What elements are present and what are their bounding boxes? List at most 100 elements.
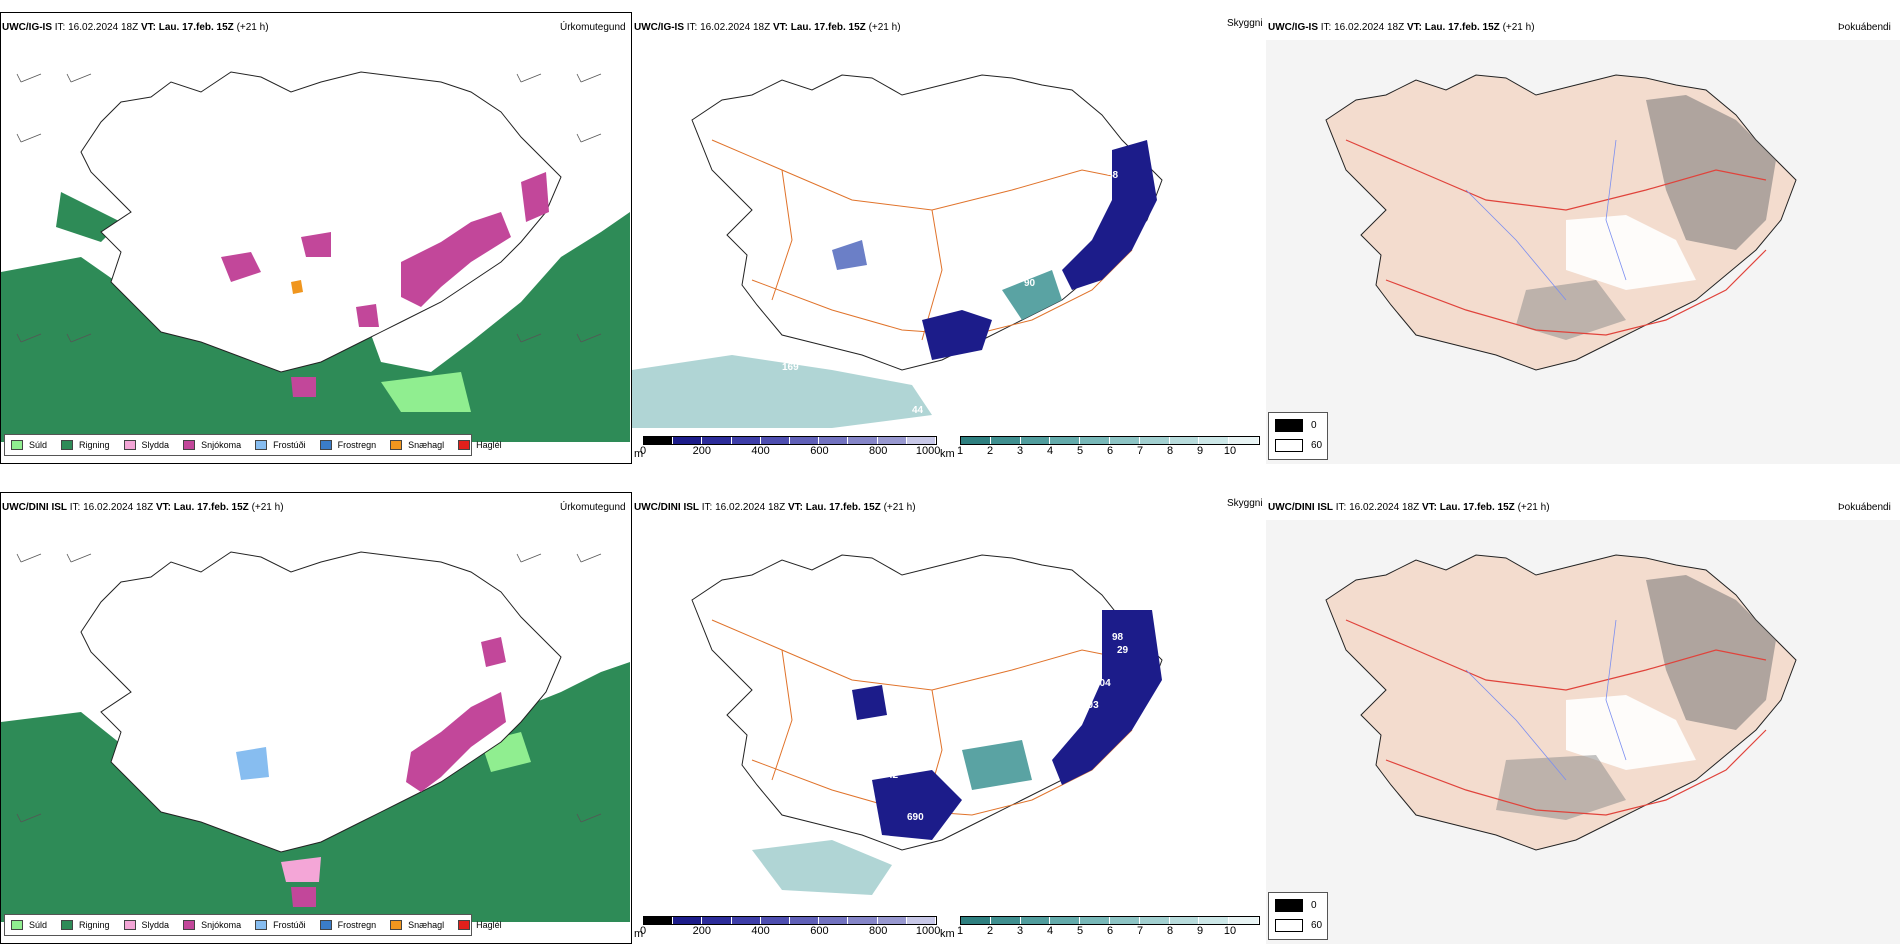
legend-item: Rigning xyxy=(61,440,110,450)
it-label: IT: xyxy=(1335,502,1347,513)
vt-label: VT: xyxy=(140,22,156,33)
model-name: UWC/DINI ISL xyxy=(1268,502,1333,513)
legend-item: Súld xyxy=(11,440,47,450)
vt-value: Lau. 17.feb. 15Z xyxy=(790,22,866,33)
panel-visibility-dini: UWC/DINI ISL IT: 16.02.2024 18Z VT: Lau.… xyxy=(632,492,1268,944)
low-vis-area xyxy=(1052,610,1162,785)
field-name: Þokuábendi xyxy=(1838,502,1891,513)
legend-item: Súld xyxy=(11,920,47,930)
roads xyxy=(1345,619,1767,816)
legend-item: Snjókoma xyxy=(183,440,241,450)
fog-legend-bottom: 60 xyxy=(1311,920,1323,931)
ptype-map xyxy=(1,551,630,922)
fog-legend: 0 60 xyxy=(1268,412,1328,460)
wind-barbs xyxy=(16,73,602,343)
freezing-drizzle-area xyxy=(236,747,269,780)
map-frame xyxy=(0,492,632,944)
wind-barbs xyxy=(16,553,602,823)
legend-swatch-white xyxy=(1275,439,1303,452)
iceland-outline xyxy=(80,71,562,373)
vt-value: Lau. 17.feb. 15Z xyxy=(805,502,881,513)
lead-time: (+21 h) xyxy=(251,502,284,513)
unit-km: km xyxy=(940,448,955,460)
it-value: 16.02.2024 18Z xyxy=(715,502,786,513)
model-name: UWC/DINI ISL xyxy=(634,502,699,513)
tick-label: 200 xyxy=(692,445,711,457)
low-vis-area xyxy=(1062,140,1157,290)
fog-area xyxy=(1566,695,1696,770)
legend-item: Frostregn xyxy=(319,440,376,450)
vis-colorbar-m: 0 200 400 600 800 1000 xyxy=(640,916,940,937)
field-name: Skyggni xyxy=(1227,498,1263,509)
vt-label: VT: xyxy=(772,22,788,33)
visibility-map xyxy=(632,74,1163,428)
fog-area xyxy=(1516,280,1626,340)
snow-area xyxy=(401,212,511,307)
tick-label: 800 xyxy=(869,445,888,457)
sea-fog-area xyxy=(632,355,932,428)
lead-time: (+21 h) xyxy=(1502,22,1535,33)
low-vis-area xyxy=(852,685,887,720)
fog-legend: 0 60 xyxy=(1268,892,1328,940)
panel-header: UWC/DINI ISL IT: 16.02.2024 18Z VT: Lau.… xyxy=(2,500,284,516)
visibility-map xyxy=(691,554,1163,895)
field-name: Skyggni xyxy=(1227,18,1263,29)
legend-swatch-black xyxy=(1275,419,1303,432)
model-name: UWC/DINI ISL xyxy=(2,502,67,513)
tick-label: 7 xyxy=(1136,925,1144,937)
fog-legend-top: 0 xyxy=(1311,900,1317,911)
vt-value: Lau. 17.feb. 15Z xyxy=(173,502,249,513)
panel-header: UWC/DINI ISL IT: 16.02.2024 18Z VT: Lau.… xyxy=(1268,500,1550,516)
vis-colorbar-km: 1 2 3 4 5 6 7 8 9 10 xyxy=(957,436,1260,457)
drizzle-area xyxy=(381,372,471,412)
tick-label: 1 xyxy=(956,925,964,937)
snow-area xyxy=(221,252,261,282)
fog-map xyxy=(1266,40,1900,464)
legend-item: Frostregn xyxy=(319,920,376,930)
legend-item: Snjókoma xyxy=(183,920,241,930)
tick-label: 5 xyxy=(1076,925,1084,937)
legend-swatch-white xyxy=(1275,919,1303,932)
vt-value: Lau. 17.feb. 15Z xyxy=(1439,502,1515,513)
snow-area xyxy=(521,172,549,222)
unit-m: m xyxy=(634,928,644,940)
moderate-vis-area xyxy=(962,740,1032,790)
tick-label: 600 xyxy=(810,445,829,457)
tick-label: 4 xyxy=(1046,925,1054,937)
tick-label: 1000 xyxy=(915,445,941,457)
legend-item: Rigning xyxy=(61,920,110,930)
moderate-vis-area xyxy=(1002,270,1062,320)
panel-header: UWC/IG-IS IT: 16.02.2024 18Z VT: Lau. 17… xyxy=(2,20,269,36)
model-name: UWC/IG-IS xyxy=(1268,22,1318,33)
vt-value: Lau. 17.feb. 15Z xyxy=(158,22,234,33)
snow-area xyxy=(406,692,506,792)
ice-pellet-area xyxy=(291,280,303,294)
low-vis-area xyxy=(872,770,962,840)
tick-label: 4 xyxy=(1046,445,1054,457)
map-frame xyxy=(0,12,632,464)
lead-time: (+21 h) xyxy=(868,22,901,33)
ptype-legend: Súld Rigning Slydda Snjókoma Frostúði Fr… xyxy=(4,914,502,936)
model-name: UWC/IG-IS xyxy=(2,22,52,33)
tick-label: 400 xyxy=(751,925,770,937)
it-label: IT: xyxy=(701,502,713,513)
vt-label: VT: xyxy=(1421,502,1437,513)
tick-label: 9 xyxy=(1196,925,1204,937)
field-name: Úrkomutegund xyxy=(560,22,626,33)
legend-item: Snæhagl xyxy=(390,920,444,930)
fog-area xyxy=(1496,755,1626,820)
tick-label: 800 xyxy=(869,925,888,937)
panel-fog-igis: UWC/IG-IS IT: 16.02.2024 18Z VT: Lau. 17… xyxy=(1266,12,1900,464)
legend-item: Snæhagl xyxy=(390,440,444,450)
panel-fog-dini: UWC/DINI ISL IT: 16.02.2024 18Z VT: Lau.… xyxy=(1266,492,1900,944)
tick-label: 3 xyxy=(1016,445,1024,457)
tick-label: 2 xyxy=(986,445,994,457)
tick-label: 200 xyxy=(692,925,711,937)
tick-label: 600 xyxy=(810,925,829,937)
legend-item: Slydda xyxy=(123,920,169,930)
tick-label: 0 xyxy=(639,445,647,457)
unit-km: km xyxy=(940,928,955,940)
ptype-map xyxy=(1,71,630,442)
tick-label: 7 xyxy=(1136,445,1144,457)
rivers xyxy=(1465,139,1627,301)
